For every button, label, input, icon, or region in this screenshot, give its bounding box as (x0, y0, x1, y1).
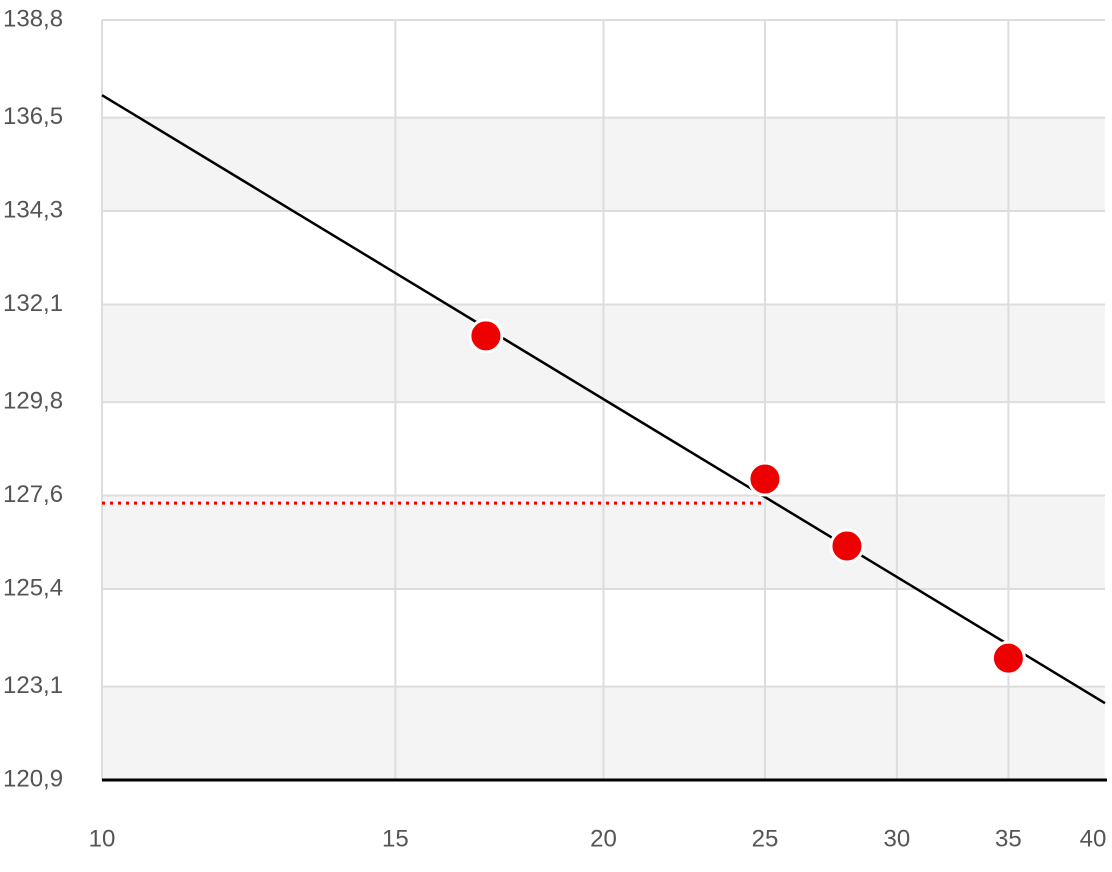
y-tick-label: 132,1 (3, 290, 63, 317)
y-tick-label: 125,4 (3, 574, 63, 601)
y-tick-label: 123,1 (3, 672, 63, 699)
x-tick-label: 15 (382, 825, 409, 852)
x-tick-label: 10 (89, 825, 116, 852)
line (101, 94, 1106, 705)
x-tick-label: 30 (884, 825, 911, 852)
x-tick-label: 20 (590, 825, 617, 852)
point (747, 461, 783, 497)
x-tick-label: 35 (995, 825, 1022, 852)
point (829, 528, 865, 564)
y-tick-label: 120,9 (3, 765, 63, 792)
y-tick-label: 136,5 (3, 103, 63, 130)
x-tick-label: 40 (1080, 825, 1107, 852)
y-tick-label: 138,8 (3, 5, 63, 32)
point (990, 640, 1026, 676)
point (468, 318, 504, 354)
y-tick-label: 134,3 (3, 196, 63, 223)
y-tick-label: 127,6 (3, 481, 63, 508)
y-tick-label: 129,8 (3, 387, 63, 414)
x-tick-label: 25 (752, 825, 779, 852)
